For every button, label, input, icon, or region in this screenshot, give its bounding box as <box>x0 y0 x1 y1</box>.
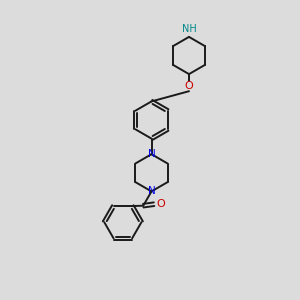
Text: O: O <box>156 199 165 209</box>
Text: N: N <box>148 186 155 197</box>
Text: O: O <box>184 81 194 91</box>
Text: N: N <box>148 149 155 159</box>
Text: NH: NH <box>182 25 196 34</box>
